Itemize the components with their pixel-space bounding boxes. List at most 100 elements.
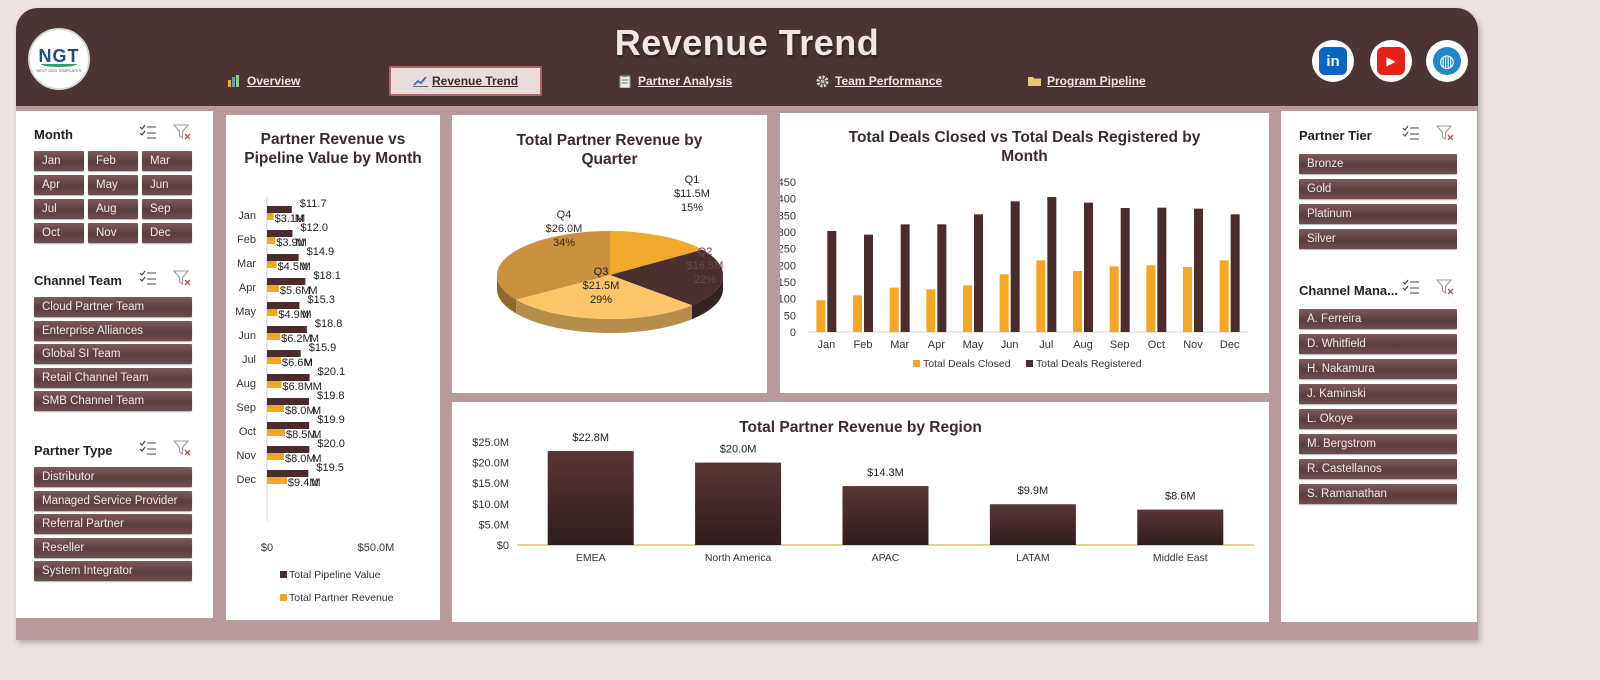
deals-registered-bar <box>1010 201 1020 332</box>
month-slicer-tools <box>139 124 191 140</box>
channel-team-chip[interactable]: Enterprise Alliances <box>34 320 192 341</box>
channel-manager-chip[interactable]: S. Ramanathan <box>1299 484 1457 504</box>
partner-type-chip[interactable]: Reseller <box>34 537 192 558</box>
tab-team-performance[interactable]: Team Performance <box>816 66 942 96</box>
revenue-data-label: $4.5M <box>278 261 309 273</box>
pipeline-data-label-suffix: M <box>308 285 317 297</box>
revenue-data-label: $3.9M <box>276 237 307 249</box>
tab-overview[interactable]: Overview <box>228 66 300 96</box>
month-chip-sep[interactable]: Sep <box>142 199 192 219</box>
partner-type-chip[interactable]: Distributor <box>34 467 192 487</box>
partner-tier-slicer-title: Partner Tier <box>1299 128 1372 143</box>
legend-swatch-registered <box>1026 360 1033 367</box>
revenue-bar <box>267 285 279 292</box>
pipeline-bar <box>267 278 306 285</box>
pipeline-data-label-suffix: M <box>313 381 322 393</box>
revenue-bar <box>267 237 276 244</box>
month-chip-nov[interactable]: Nov <box>88 223 138 243</box>
clear-filter-icon[interactable] <box>172 270 191 286</box>
y-tick-label: Oct <box>239 426 256 438</box>
month-chip-apr[interactable]: Apr <box>34 175 84 195</box>
partner-tier-chip[interactable]: Gold <box>1299 179 1457 199</box>
y-tick-label: 400 <box>780 194 796 206</box>
channel-manager-chip[interactable]: L. Okoye <box>1299 409 1457 429</box>
month-chip-may[interactable]: May <box>88 175 138 195</box>
line-chart-icon <box>413 75 428 87</box>
x-tick-label: May <box>963 339 984 351</box>
deals-closed-registered-panel: Total Deals Closed vs Total Deals Regist… <box>780 113 1269 393</box>
y-tick-label: 450 <box>780 177 796 189</box>
channel-team-chip[interactable]: Global SI Team <box>34 344 192 364</box>
y-tick-label: 250 <box>780 244 796 256</box>
clear-filter-icon[interactable] <box>1435 125 1454 141</box>
channel-manager-chip[interactable]: R. Castellanos <box>1299 459 1457 479</box>
month-chip-jun[interactable]: Jun <box>142 175 192 195</box>
partner-revenue-pipeline-panel: Partner Revenue vs Pipeline Value by Mon… <box>226 115 440 620</box>
channel-manager-chip[interactable]: J. Kaminski <box>1299 384 1457 404</box>
website-link[interactable]: ◍ <box>1426 40 1468 82</box>
channel-team-chip[interactable]: SMB Channel Team <box>34 391 192 411</box>
channel-team-slicer-title: Channel Team <box>34 273 122 288</box>
channel-team-chip[interactable]: Cloud Partner Team <box>34 297 192 317</box>
month-chip-jul[interactable]: Jul <box>34 199 84 219</box>
channel-manager-chip[interactable]: A. Ferreira <box>1299 309 1457 329</box>
multi-select-icon[interactable] <box>139 124 157 140</box>
channel-manager-chip[interactable]: D. Whitfield <box>1299 334 1457 354</box>
month-chip-oct[interactable]: Oct <box>34 223 84 243</box>
x-tick-label: EMEA <box>576 552 606 564</box>
month-chip-jan[interactable]: Jan <box>34 151 84 171</box>
partner-tier-chip[interactable]: Silver <box>1299 229 1457 249</box>
deals-registered-bar <box>974 214 983 332</box>
linkedin-link[interactable]: in <box>1312 40 1354 82</box>
tab-revenue-trend[interactable]: Revenue Trend <box>389 66 543 96</box>
revenue-data-label: $5.6M <box>280 285 311 297</box>
multi-select-icon[interactable] <box>1402 125 1420 141</box>
revenue-data-label: $8.0M <box>285 405 316 417</box>
pie-slice-q1 <box>610 231 703 275</box>
channel-team-chip[interactable]: Retail Channel Team <box>34 367 192 388</box>
y-tick-label: 300 <box>780 227 796 239</box>
region-bar <box>695 462 782 545</box>
clear-filter-icon[interactable] <box>172 124 191 140</box>
y-tick-label: Sep <box>236 402 256 414</box>
multi-select-icon[interactable] <box>139 270 157 286</box>
y-tick-label: Dec <box>236 474 256 486</box>
partner-type-chip[interactable]: System Integrator <box>34 561 192 581</box>
region-bar <box>989 504 1076 545</box>
pipeline-bar <box>267 230 293 237</box>
deals-registered-bar <box>864 234 873 332</box>
region-data-label: $8.6M <box>1165 491 1196 503</box>
partner-tier-chip[interactable]: Bronze <box>1299 154 1457 174</box>
clear-filter-icon[interactable] <box>172 440 191 456</box>
multi-select-icon[interactable] <box>1402 279 1420 295</box>
tab-partner-analysis[interactable]: Partner Analysis <box>619 66 732 96</box>
y-tick-label: Aug <box>236 378 256 390</box>
legend-swatch-closed <box>913 360 920 367</box>
month-chip-feb[interactable]: Feb <box>88 151 138 171</box>
y-tick-label: 200 <box>780 260 796 272</box>
revenue-bar <box>267 429 286 436</box>
partner-type-chip[interactable]: Referral Partner <box>34 514 192 534</box>
y-tick-label: $0 <box>497 540 509 552</box>
month-chip-dec[interactable]: Dec <box>142 223 192 243</box>
y-tick-label: $25.0M <box>472 437 509 449</box>
x-tick-label: Jul <box>1039 339 1053 351</box>
youtube-link[interactable]: ▶ <box>1370 40 1412 82</box>
channel-manager-chip[interactable]: H. Nakamura <box>1299 359 1457 379</box>
month-chip-aug[interactable]: Aug <box>88 199 138 219</box>
partner-type-chip[interactable]: Managed Service Provider <box>34 490 192 511</box>
y-tick-label: $10.0M <box>472 499 509 511</box>
multi-select-icon[interactable] <box>139 440 157 456</box>
month-slicer-title: Month <box>34 127 73 142</box>
y-tick-label: May <box>235 306 256 318</box>
channel-manager-chip[interactable]: M. Bergstrom <box>1299 434 1457 454</box>
region-data-label: $22.8M <box>572 432 609 444</box>
clear-filter-icon[interactable] <box>1435 279 1454 295</box>
revenue-bar <box>267 261 277 268</box>
partner-tier-chip[interactable]: Platinum <box>1299 204 1457 224</box>
deals-registered-bar <box>827 231 837 332</box>
deals-closed-bar <box>1146 265 1156 332</box>
logo-swoosh-icon <box>41 61 77 67</box>
tab-program-pipeline[interactable]: Program Pipeline <box>1028 66 1146 96</box>
month-chip-mar[interactable]: Mar <box>142 151 192 171</box>
